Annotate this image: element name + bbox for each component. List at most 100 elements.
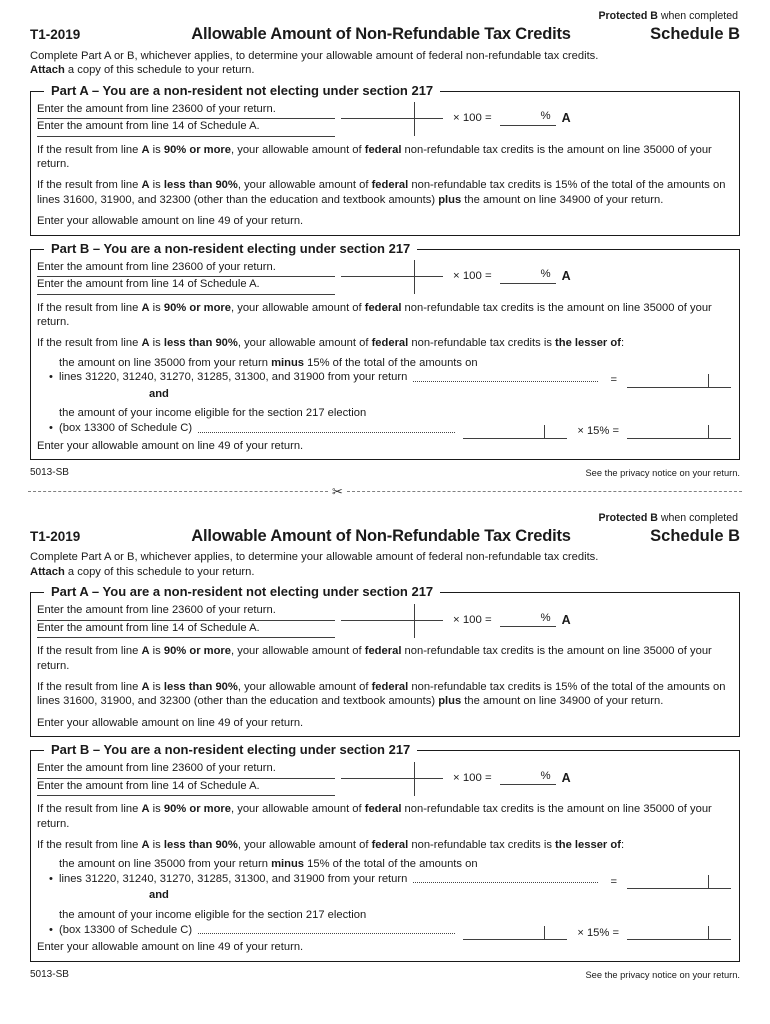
equals-sign: = bbox=[610, 875, 617, 888]
intro-line-1: Complete Part A or B, whichever applies,… bbox=[30, 49, 599, 62]
percent-sign: % bbox=[540, 611, 551, 624]
part-b-section-217-income-field[interactable] bbox=[463, 925, 568, 941]
part-a-closing-line: Enter your allowable amount on line 49 o… bbox=[37, 716, 304, 729]
intro-line-2: Attach a copy of this schedule to your r… bbox=[30, 64, 255, 77]
part-b-lesser-amount-2-field[interactable] bbox=[627, 925, 731, 941]
protected-b-label: Protected B bbox=[598, 10, 658, 22]
part-b-ratio-row: Enter the amount from line 23600 of your… bbox=[37, 260, 731, 295]
bullet-icon: • bbox=[49, 371, 53, 384]
part-a-ratio-entry-field[interactable] bbox=[341, 603, 443, 638]
protected-b-label: Protected B bbox=[598, 511, 658, 524]
times-15-percent-label: × 15% = bbox=[577, 424, 619, 437]
part-a-ratio-row: Enter the amount from line 23600 of your… bbox=[37, 102, 731, 137]
intro-line-1: Complete Part A or B, whichever applies,… bbox=[30, 551, 599, 564]
part-a-ratio-entry-field[interactable] bbox=[341, 102, 443, 137]
part-b-lesser-amount-2-field[interactable] bbox=[627, 424, 731, 439]
part-a-closing-line: Enter your allowable amount on line 49 o… bbox=[37, 215, 304, 228]
part-b-bullet-2-line-2: (box 13300 of Schedule C) bbox=[59, 421, 568, 439]
percent-sign: % bbox=[540, 267, 551, 280]
part-b-denominator-label: Enter the amount from line 14 of Schedul… bbox=[37, 779, 335, 797]
upper-copy-slot: Protected B when completed T1-2019 Allow… bbox=[0, 0, 770, 481]
bullet-icon: • bbox=[49, 872, 53, 885]
times-100-label: × 100 = bbox=[453, 613, 492, 626]
intro-line-2: Attach a copy of this schedule to your r… bbox=[30, 565, 255, 578]
part-a-percentage-result-field[interactable]: % bbox=[499, 611, 556, 628]
form-number: 5013-SB bbox=[30, 467, 69, 479]
part-b-ratio-labels: Enter the amount from line 23600 of your… bbox=[37, 761, 335, 797]
protected-b-notice: Protected B when completed bbox=[30, 512, 740, 525]
part-b-ratio-entry-field[interactable] bbox=[341, 761, 443, 796]
protected-b-suffix: when completed bbox=[657, 511, 738, 524]
form-number: 5013-SB bbox=[30, 968, 69, 980]
part-a-calc: × 100 = % A bbox=[453, 109, 571, 130]
part-b-ratio-entry-field[interactable] bbox=[341, 260, 443, 295]
percent-sign: % bbox=[540, 769, 551, 782]
part-b-lesser-amount-1-field[interactable] bbox=[627, 373, 731, 388]
part-a-percentage-result-field[interactable]: % bbox=[499, 109, 556, 126]
dot-leader bbox=[198, 431, 456, 433]
times-15-percent-label: × 15% = bbox=[577, 926, 619, 939]
part-b-percentage-result-field[interactable]: % bbox=[499, 769, 556, 786]
part-b-bullet-1-text: the amount on line 35000 from your retur… bbox=[59, 857, 604, 886]
part-b-closing-line: Enter your allowable amount on line 49 o… bbox=[37, 941, 304, 954]
form-header: T1-2019 Allowable Amount of Non-Refundab… bbox=[30, 526, 740, 545]
lower-copy-slot: Protected B when completed T1-2019 Allow… bbox=[0, 502, 770, 983]
part-b-lesser-amount-2-group: × 15% = bbox=[567, 424, 731, 439]
part-b-bullet-2-text: the amount of your income eligible for t… bbox=[59, 406, 568, 439]
line-a-label: A bbox=[561, 110, 571, 125]
part-b-bullet-2: • the amount of your income eligible for… bbox=[37, 406, 731, 439]
part-b-closing-line: Enter your allowable amount on line 49 o… bbox=[37, 439, 304, 452]
part-b-bullet-1-line-1: the amount on line 35000 from your retur… bbox=[59, 356, 478, 369]
part-b-section-217-income-field[interactable] bbox=[463, 424, 568, 439]
protected-b-notice: Protected B when completed bbox=[30, 10, 740, 23]
part-a-ratio-row: Enter the amount from line 23600 of your… bbox=[37, 603, 731, 639]
part-b-bullet-1: • the amount on line 35000 from your ret… bbox=[37, 356, 731, 388]
part-b-box-13300-label: (box 13300 of Schedule C) bbox=[59, 923, 193, 936]
part-b-lesser-amount-1-field[interactable] bbox=[627, 874, 731, 890]
part-a-90-percent-rule: If the result from line A is 90% or more… bbox=[37, 645, 712, 673]
part-b-bullet-1-line-2: lines 31220, 31240, 31270, 31285, 31300,… bbox=[59, 872, 604, 887]
part-b-numerator-label: Enter the amount from line 23600 of your… bbox=[37, 260, 335, 278]
scissors-icon: ✂ bbox=[332, 483, 343, 499]
line-a-label: A bbox=[561, 612, 571, 627]
part-b-percentage-result-field[interactable]: % bbox=[499, 267, 556, 284]
part-b-lesser-amount-1-group: = bbox=[610, 874, 731, 890]
part-b-bullet-2-line-2: (box 13300 of Schedule C) bbox=[59, 923, 568, 941]
part-b-90-percent-rule: If the result from line A is 90% or more… bbox=[37, 803, 712, 831]
and-label: and bbox=[149, 889, 169, 902]
part-b-bullet-1-line-1: the amount on line 35000 from your retur… bbox=[59, 858, 478, 871]
times-100-label: × 100 = bbox=[453, 269, 492, 282]
bullet-icon: • bbox=[49, 923, 53, 936]
page-title: Allowable Amount of Non-Refundable Tax C… bbox=[191, 25, 571, 43]
form-code: T1-2019 bbox=[30, 528, 81, 544]
part-b-lesser-of-rule: If the result from line A is less than 9… bbox=[37, 838, 625, 851]
part-b-box: Part B – You are a non-resident electing… bbox=[30, 240, 740, 461]
part-b-bullet-2-line-1: the amount of your income eligible for t… bbox=[59, 909, 367, 921]
part-b-bullet-2: • the amount of your income eligible for… bbox=[37, 908, 731, 941]
form-footer: 5013-SB See the privacy notice on your r… bbox=[30, 466, 740, 481]
part-a-heading: Part A – You are a non-resident not elec… bbox=[44, 584, 441, 601]
part-b-90-percent-rule: If the result from line A is 90% or more… bbox=[37, 301, 712, 329]
part-a-less-than-90-rule: If the result from line A is less than 9… bbox=[37, 178, 726, 206]
dot-leader bbox=[413, 380, 599, 382]
part-b-calc: × 100 = % A bbox=[453, 267, 571, 288]
schedule-label: Schedule B bbox=[650, 526, 740, 545]
part-a-box: Part A – You are a non-resident not elec… bbox=[30, 82, 740, 236]
part-b-lesser-amount-1-group: = bbox=[610, 373, 731, 388]
part-a-heading: Part A – You are a non-resident not elec… bbox=[44, 82, 441, 99]
part-b-heading: Part B – You are a non-resident electing… bbox=[44, 742, 418, 759]
line-a-label: A bbox=[561, 268, 571, 283]
times-100-label: × 100 = bbox=[453, 771, 492, 784]
form-copy-1: Protected B when completed T1-2019 Allow… bbox=[0, 0, 770, 481]
part-b-lesser-amount-2-group: × 15% = bbox=[567, 925, 731, 941]
part-a-denominator-label: Enter the amount from line 14 of Schedul… bbox=[37, 621, 335, 639]
privacy-notice: See the privacy notice on your return. bbox=[585, 468, 740, 479]
schedule-label: Schedule B bbox=[650, 25, 740, 43]
part-b-bullet-2-text: the amount of your income eligible for t… bbox=[59, 908, 568, 941]
form-copy-2: Protected B when completed T1-2019 Allow… bbox=[0, 502, 770, 983]
part-a-denominator-label: Enter the amount from line 14 of Schedul… bbox=[37, 119, 335, 137]
page-title: Allowable Amount of Non-Refundable Tax C… bbox=[191, 526, 571, 545]
part-a-numerator-label: Enter the amount from line 23600 of your… bbox=[37, 102, 335, 120]
percent-sign: % bbox=[540, 109, 551, 122]
part-a-calc: × 100 = % A bbox=[453, 611, 571, 632]
